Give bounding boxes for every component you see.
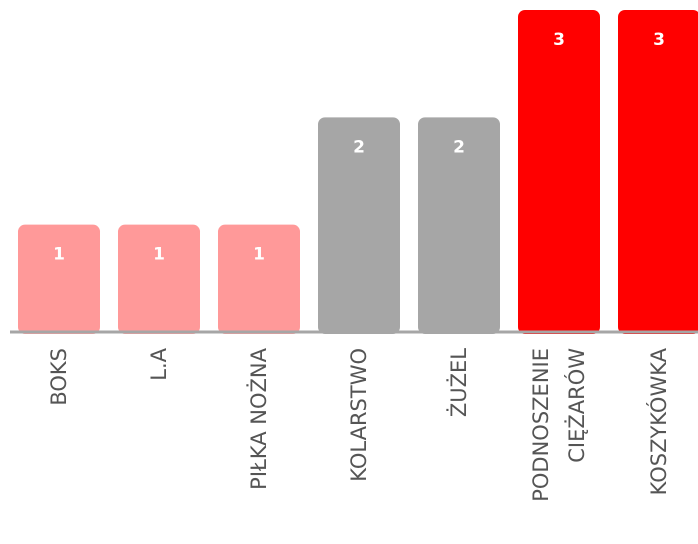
category-label: BOKS bbox=[47, 348, 71, 406]
bar bbox=[318, 117, 400, 334]
data-label: 1 bbox=[153, 245, 165, 265]
bar bbox=[18, 224, 100, 334]
bar bbox=[218, 224, 300, 334]
data-label: 2 bbox=[453, 137, 465, 157]
bar bbox=[118, 224, 200, 334]
data-label: 3 bbox=[653, 30, 665, 50]
data-label: 1 bbox=[53, 245, 65, 265]
category-label: ŻUŻEL bbox=[446, 348, 471, 417]
category-label: L.A bbox=[147, 347, 171, 380]
bar bbox=[418, 117, 500, 334]
category-label: PODNOSZENIE bbox=[529, 348, 553, 502]
bar bbox=[618, 10, 698, 334]
category-label: KOSZYKÓWKA bbox=[646, 347, 671, 495]
category-labels-group: BOKS L.A PIŁKA NOŻNA KOLARSTWO ŻUŻEL PODNOSZE… bbox=[47, 347, 671, 501]
bars-group: 1 1 1 2 2 3 3 bbox=[18, 10, 698, 334]
data-label: 3 bbox=[553, 30, 565, 50]
bar bbox=[518, 10, 600, 334]
category-label: CIĘŻARÓW bbox=[564, 348, 589, 463]
data-label: 1 bbox=[253, 245, 265, 265]
data-label: 2 bbox=[353, 137, 365, 157]
category-label: KOLARSTWO bbox=[347, 348, 371, 482]
category-label: PIŁKA NOŻNA bbox=[246, 347, 271, 489]
